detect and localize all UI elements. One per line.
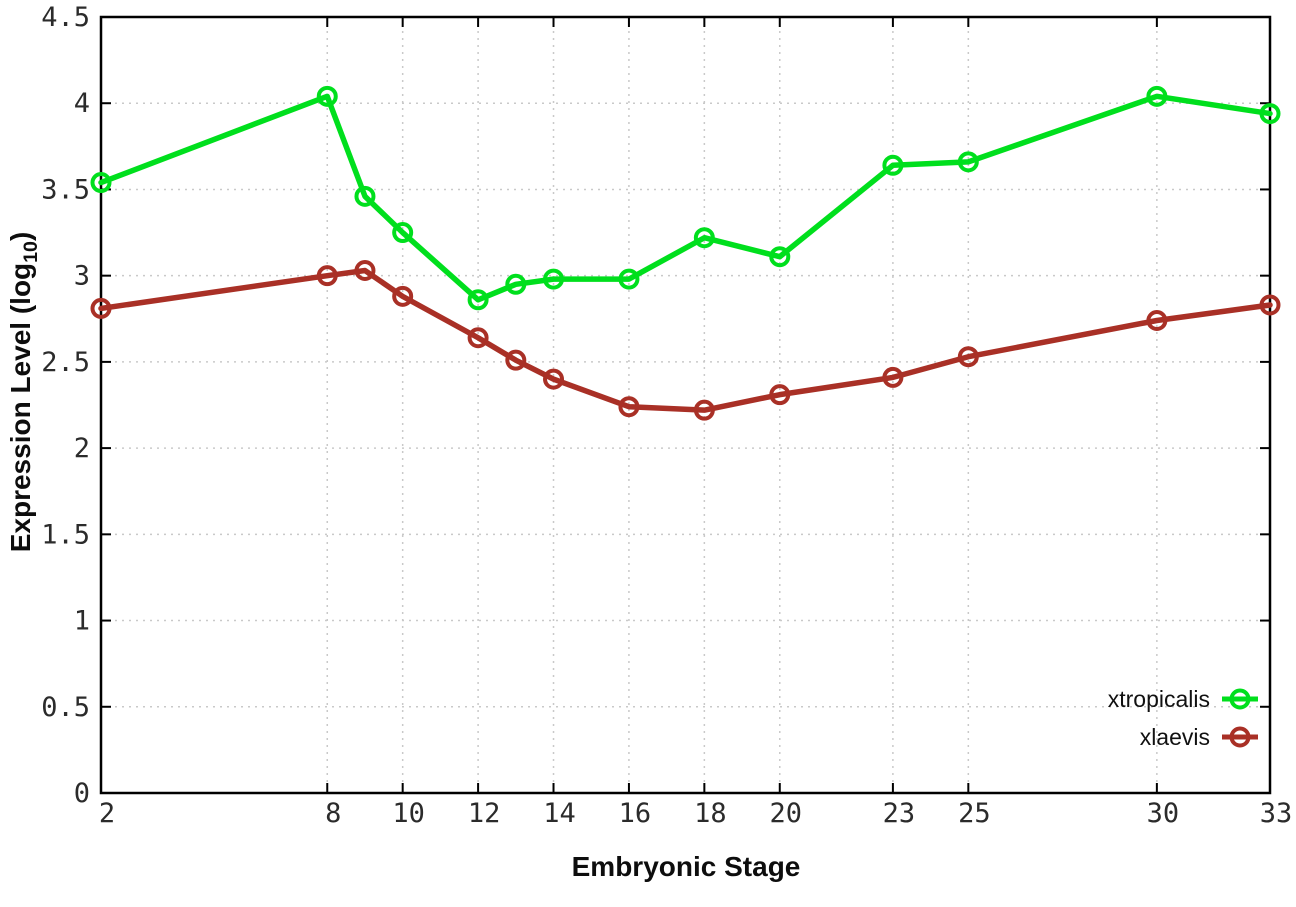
data-point-xtropicalis (467, 289, 489, 311)
data-point-xlaevis (693, 399, 715, 421)
y-tick-label: 3.5 (41, 174, 90, 205)
plot-border (99, 15, 1272, 795)
data-point-xlaevis (957, 346, 979, 368)
y-axis-title: Expression Level (log10) (5, 232, 43, 553)
data-point-xtropicalis (90, 172, 112, 194)
series-line-xtropicalis (98, 93, 1273, 303)
data-point-xlaevis (618, 396, 640, 418)
data-point-xlaevis (90, 297, 112, 319)
x-tick-label: 12 (468, 798, 501, 829)
data-point-xtropicalis (1146, 85, 1168, 107)
y-tick-label: 3 (74, 261, 90, 292)
x-tick-label: 30 (1147, 798, 1180, 829)
data-point-xtropicalis (957, 151, 979, 173)
y-tick-label: 4.5 (41, 2, 90, 33)
x-tick-label: 23 (883, 798, 916, 829)
data-point-xtropicalis (1259, 103, 1281, 125)
data-point-xtropicalis (392, 222, 414, 244)
y-axis-title-text: Expression Level (log (5, 262, 37, 553)
y-tick-label: 2.5 (41, 347, 90, 378)
data-point-xtropicalis (316, 85, 338, 107)
legend: xtropicalis xlaevis (1108, 686, 1260, 750)
y-tick-label: 0.5 (41, 692, 90, 723)
x-tick-label: 18 (694, 798, 727, 829)
data-point-xtropicalis (882, 154, 904, 176)
data-point-xlaevis (392, 285, 414, 307)
legend-label-xlaevis: xlaevis (1139, 723, 1210, 750)
data-point-xtropicalis (543, 268, 565, 290)
x-tick-label: 25 (958, 798, 991, 829)
y-tick-label: 1.5 (41, 519, 90, 550)
y-tick-label: 0 (74, 778, 90, 809)
x-tick-label: 33 (1260, 798, 1293, 829)
data-point-xtropicalis (693, 227, 715, 249)
data-point-xlaevis (505, 349, 527, 371)
data-point-xlaevis (354, 259, 376, 281)
data-point-xtropicalis (618, 268, 640, 290)
data-point-xlaevis (543, 368, 565, 390)
y-axis-title-close: ) (5, 231, 37, 242)
data-point-xlaevis (1259, 294, 1281, 316)
legend-line-point-icon (1222, 688, 1258, 710)
data-point-xtropicalis (769, 246, 791, 268)
data-point-xlaevis (1146, 310, 1168, 332)
data-point-xtropicalis (505, 273, 527, 295)
x-tick-label: 10 (392, 798, 425, 829)
y-tick-label: 2 (74, 433, 90, 464)
data-point-xtropicalis (354, 185, 376, 207)
data-point-xlaevis (316, 265, 338, 287)
data-point-xlaevis (769, 384, 791, 406)
legend-line-point-icon (1222, 726, 1258, 748)
series-line-xlaevis (98, 267, 1273, 413)
y-tick-label: 1 (74, 606, 90, 637)
data-point-xlaevis (467, 327, 489, 349)
x-axis-title: Embryonic Stage (571, 851, 801, 882)
x-tick-label: 8 (325, 798, 341, 829)
legend-row-xtropicalis: xtropicalis (1108, 686, 1260, 712)
data-point-xlaevis (882, 366, 904, 388)
legend-label-xtropicalis: xtropicalis (1107, 685, 1210, 712)
y-axis-title-subscript: 10 (19, 241, 42, 263)
x-tick-label: 16 (619, 798, 652, 829)
legend-row-xlaevis: xlaevis (1140, 724, 1260, 750)
x-tick-label: 2 (99, 798, 115, 829)
y-tick-label: 4 (74, 88, 90, 119)
x-tick-label: 20 (770, 798, 803, 829)
x-tick-label: 14 (543, 798, 576, 829)
